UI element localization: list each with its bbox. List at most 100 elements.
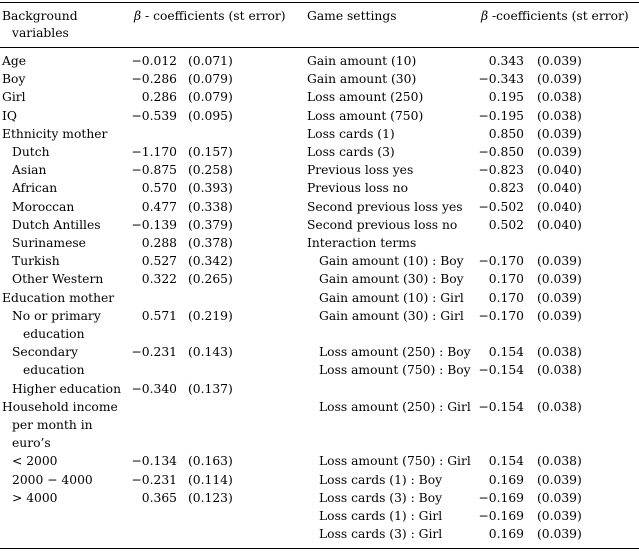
row-label: Gain amount (10) : Girl — [319, 290, 464, 305]
standard-error: (0.338) — [188, 199, 233, 214]
row-label: Second previous loss yes — [307, 199, 463, 214]
coefficient: 0.322 — [141, 272, 177, 287]
coefficient: 0.169 — [488, 527, 524, 542]
beta-symbol: β — [134, 9, 142, 23]
standard-error: (0.039) — [537, 72, 582, 87]
coefficient: −0.154 — [478, 363, 524, 378]
standard-error: (0.039) — [537, 145, 582, 159]
standard-error: (0.143) — [188, 345, 233, 360]
standard-error: (0.038) — [537, 345, 582, 360]
coefficient: −0.340 — [131, 381, 177, 396]
header-right-coefficients: β -coefficients (st error) — [481, 9, 629, 24]
coefficient: −0.875 — [131, 163, 177, 178]
row-label: < 2000 — [12, 454, 58, 469]
header-text: -coefficients (st error) — [488, 9, 629, 23]
coefficient: 0.570 — [141, 181, 177, 196]
standard-error: (0.379) — [188, 217, 233, 232]
bottom-rule — [0, 548, 639, 549]
row-label: Secondary — [12, 345, 78, 360]
coefficient: −0.012 — [131, 54, 177, 68]
row-label: Loss amount (250) — [307, 90, 424, 105]
row-label: Loss cards (3) : Boy — [319, 490, 443, 505]
standard-error: (0.258) — [188, 163, 233, 178]
coefficient: −0.195 — [478, 108, 524, 123]
standard-error: (0.114) — [188, 472, 233, 487]
row-label: Age — [2, 54, 27, 68]
row-label: Household income — [2, 399, 118, 414]
coefficient: 0.823 — [488, 181, 524, 196]
coefficient: 0.477 — [141, 199, 177, 214]
coefficient: −0.850 — [478, 145, 524, 159]
coefficient: −0.154 — [478, 399, 524, 414]
coefficient: 0.170 — [488, 290, 524, 305]
row-label: Gain amount (30) : Boy — [319, 272, 464, 287]
row-label: Boy — [2, 72, 26, 87]
standard-error: (0.079) — [188, 90, 233, 105]
standard-error: (0.039) — [537, 272, 582, 287]
row-label: education — [23, 363, 85, 378]
row-label: IQ — [2, 108, 17, 123]
row-label: 2000 − 4000 — [12, 472, 93, 487]
row-label: Interaction terms — [307, 236, 417, 250]
row-label: Moroccan — [12, 199, 75, 214]
coefficient: 0.169 — [488, 472, 524, 487]
row-label: No or primary — [12, 308, 101, 323]
top-rule — [0, 2, 639, 3]
coefficient: 0.527 — [141, 254, 177, 269]
standard-error: (0.039) — [537, 527, 582, 542]
coefficient: 0.571 — [141, 308, 177, 323]
coefficient: −0.502 — [478, 199, 524, 214]
standard-error: (0.040) — [537, 163, 582, 178]
standard-error: (0.038) — [537, 108, 582, 123]
row-label: Other Western — [12, 272, 104, 287]
standard-error: (0.039) — [537, 308, 582, 323]
standard-error: (0.039) — [537, 490, 582, 505]
row-label: per month in — [12, 418, 93, 432]
coefficient: 0.850 — [488, 126, 524, 141]
coefficient: 0.286 — [141, 90, 177, 105]
row-label: Loss amount (750) — [307, 108, 424, 123]
row-label: Ethnicity mother — [2, 126, 108, 141]
coefficient: 0.343 — [488, 54, 524, 68]
header-rule — [0, 47, 639, 48]
header-left-coefficients: β - coefficients (st error) — [134, 9, 286, 24]
coefficient: 0.170 — [488, 272, 524, 287]
row-label: euro’s — [12, 436, 51, 451]
row-label: Loss cards (1) — [307, 126, 395, 141]
coefficient: −0.231 — [131, 472, 177, 487]
coefficient: −0.169 — [478, 509, 524, 523]
standard-error: (0.039) — [537, 472, 582, 487]
coefficient: −0.286 — [131, 72, 177, 87]
row-label: Dutch — [12, 145, 50, 159]
row-label: Loss cards (1) : Girl — [319, 509, 443, 523]
row-label: Loss amount (750) : Girl — [319, 454, 471, 469]
row-label: education — [23, 327, 85, 341]
row-label: Loss cards (3) — [307, 145, 395, 159]
standard-error: (0.342) — [188, 254, 233, 269]
row-label: Loss amount (250) : Boy — [319, 345, 471, 360]
row-label: Loss cards (3) : Girl — [319, 527, 443, 542]
header-line: Background — [2, 9, 78, 23]
standard-error: (0.123) — [188, 490, 233, 505]
row-label: Gain amount (10) — [307, 54, 417, 68]
coefficient: −0.823 — [478, 163, 524, 178]
row-label: Second previous loss no — [307, 217, 458, 232]
standard-error: (0.040) — [537, 199, 582, 214]
standard-error: (0.039) — [537, 126, 582, 141]
coefficient: −1.170 — [131, 145, 177, 159]
standard-error: (0.039) — [537, 509, 582, 523]
row-label: Dutch Antilles — [12, 217, 101, 232]
coefficient: −0.231 — [131, 345, 177, 360]
standard-error: (0.040) — [537, 181, 582, 196]
standard-error: (0.039) — [537, 290, 582, 305]
standard-error: (0.137) — [188, 381, 233, 396]
header-game-settings: Game settings — [307, 9, 397, 23]
row-label: Loss cards (1) : Boy — [319, 472, 443, 487]
coefficient: 0.365 — [141, 490, 177, 505]
standard-error: (0.039) — [537, 254, 582, 269]
row-label: Asian — [12, 163, 47, 178]
row-label: Previous loss yes — [307, 163, 414, 178]
standard-error: (0.265) — [188, 272, 233, 287]
coefficient: 0.288 — [141, 236, 177, 250]
coefficient: −0.170 — [478, 254, 524, 269]
